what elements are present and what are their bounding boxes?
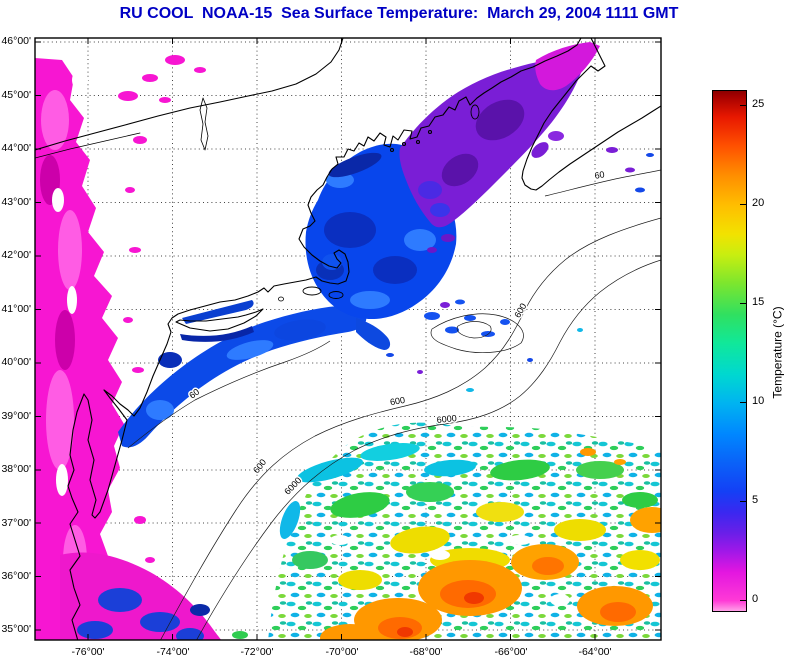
contour-label: 600 xyxy=(512,301,528,319)
lon-label: -72°00' xyxy=(240,646,274,658)
colorbar-tick-label: 10 xyxy=(752,395,765,407)
lat-label: 44°00' xyxy=(1,142,31,154)
lat-label: 46°00' xyxy=(1,35,31,47)
long-island xyxy=(175,308,264,332)
grand-manan xyxy=(470,104,480,120)
lon-label: -64°00' xyxy=(578,646,612,658)
cloud-band-west xyxy=(35,55,206,640)
figure-title: RU COOL NOAA-15 Sea Surface Temperature:… xyxy=(119,5,679,22)
fundy-scotian-cold-region xyxy=(399,42,654,253)
sst-data-layer xyxy=(35,42,661,640)
lat-label: 35°00' xyxy=(1,623,31,635)
colorbar-tick-label: 5 xyxy=(752,494,759,506)
lon-label: -76°00' xyxy=(71,646,105,658)
block-island xyxy=(278,296,284,302)
contour-label: 6000 xyxy=(436,413,457,425)
contour-label: 60 xyxy=(594,169,606,181)
colorbar-tick-label: 0 xyxy=(752,593,759,605)
axis-ticks xyxy=(35,38,661,640)
lon-label: -74°00' xyxy=(156,646,190,658)
lon-label: -66°00' xyxy=(494,646,528,658)
midatlantic-shelf-cold-band xyxy=(118,300,367,448)
gulf-stream-warm-field xyxy=(268,422,661,640)
chesapeake-plume xyxy=(60,552,248,640)
nantucket xyxy=(328,291,344,299)
colorbar-gradient xyxy=(712,90,747,612)
lat-label: 39°00' xyxy=(1,410,31,422)
coastline-st-lawrence xyxy=(35,38,344,151)
coastline-nova-scotia xyxy=(521,38,661,191)
colorbar-axis-label: Temperature (°C) xyxy=(770,306,785,399)
coastline xyxy=(35,38,661,640)
colorbar-tick-label: 20 xyxy=(752,197,765,209)
marthas-vineyard xyxy=(302,286,322,296)
lat-label: 40°00' xyxy=(1,356,31,368)
lat-label: 37°00' xyxy=(1,517,31,529)
coastline-mainland xyxy=(67,38,582,640)
lat-label: 38°00' xyxy=(1,463,31,475)
lat-label: 41°00' xyxy=(1,303,31,315)
colorbar-tick-label: 15 xyxy=(752,296,765,308)
scattered-specks xyxy=(386,328,583,392)
lat-label: 36°00' xyxy=(1,570,31,582)
contour-label: 600 xyxy=(389,395,406,407)
lat-label: 43°00' xyxy=(1,196,31,208)
lon-label: -70°00' xyxy=(325,646,359,658)
plot-frame xyxy=(34,37,662,641)
colorbar-tick-label: 25 xyxy=(752,98,765,110)
lake-champlain xyxy=(199,97,209,151)
lon-label: -68°00' xyxy=(409,646,443,658)
lat-label: 45°00' xyxy=(1,89,31,101)
lat-label: 42°00' xyxy=(1,249,31,261)
coastline-st-lawrence-bank xyxy=(35,132,141,159)
